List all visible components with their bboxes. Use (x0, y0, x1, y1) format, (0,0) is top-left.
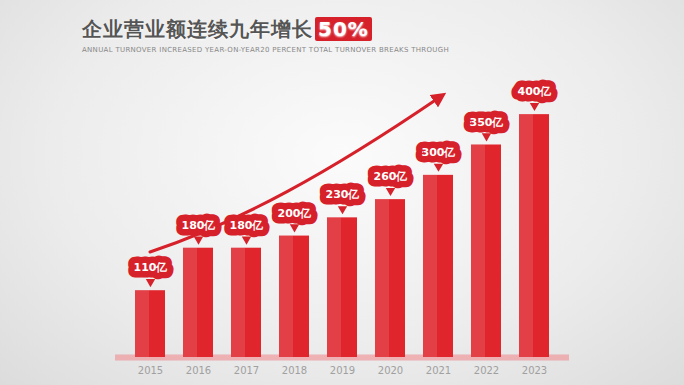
svg-text:2019: 2019 (330, 365, 355, 376)
svg-text:230亿: 230亿 (326, 188, 361, 201)
svg-text:110亿: 110亿 (134, 261, 169, 274)
svg-text:180亿: 180亿 (182, 219, 217, 232)
svg-text:260亿: 260亿 (374, 170, 409, 183)
html-text:企业营业额连续九年增长 50%: 企业营业额连续九年增长 50% (82, 17, 369, 41)
svg-text:2020: 2020 (378, 365, 403, 376)
html-text:ANNUAL TURNOVER INCREASED YEAR: ANNUAL TURNOVER INCREASED YEAR-ON-YEAR20… (82, 46, 449, 54)
svg-text:350亿: 350亿 (470, 116, 505, 129)
svg-text:300亿: 300亿 (422, 146, 457, 159)
svg-text:180亿: 180亿 (230, 219, 265, 232)
svg-text:200亿: 200亿 (278, 207, 313, 220)
svg-text:2015: 2015 (138, 365, 163, 376)
svg-text:2022: 2022 (474, 365, 499, 376)
svg-text:2018: 2018 (282, 365, 307, 376)
svg-text:2023: 2023 (522, 365, 547, 376)
svg-text:2021: 2021 (426, 365, 451, 376)
svg-text:2016: 2016 (186, 365, 211, 376)
svg-text:400亿: 400亿 (518, 85, 553, 98)
svg-text:2017: 2017 (234, 365, 259, 376)
